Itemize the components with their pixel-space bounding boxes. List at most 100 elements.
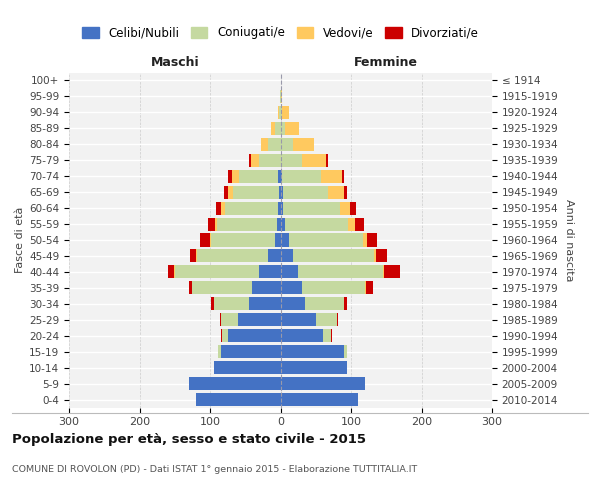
Bar xyxy=(293,138,314,151)
Bar xyxy=(283,186,328,198)
Bar xyxy=(383,266,384,278)
Bar xyxy=(249,298,281,310)
Bar xyxy=(208,218,215,230)
Bar xyxy=(239,170,278,182)
Bar xyxy=(227,329,281,342)
Bar xyxy=(328,186,344,198)
Bar xyxy=(200,234,210,246)
Bar xyxy=(367,234,377,246)
Bar xyxy=(271,122,275,135)
Bar xyxy=(281,250,293,262)
Bar xyxy=(189,377,281,390)
Bar xyxy=(281,266,298,278)
Bar xyxy=(277,218,281,230)
Bar xyxy=(281,282,302,294)
Bar xyxy=(190,250,196,262)
Bar xyxy=(305,298,344,310)
Bar xyxy=(344,345,347,358)
Bar xyxy=(224,186,227,198)
Bar xyxy=(323,329,331,342)
Bar xyxy=(331,329,332,342)
Bar xyxy=(221,329,222,342)
Bar xyxy=(342,170,344,182)
Bar xyxy=(278,170,281,182)
Bar xyxy=(281,377,365,390)
Bar xyxy=(289,234,363,246)
Bar xyxy=(281,154,302,167)
Bar xyxy=(281,329,323,342)
Bar xyxy=(220,313,221,326)
Bar xyxy=(366,282,373,294)
Bar xyxy=(227,186,233,198)
Bar xyxy=(232,170,239,182)
Bar xyxy=(229,170,232,182)
Bar xyxy=(278,202,281,214)
Bar xyxy=(376,250,387,262)
Bar xyxy=(225,202,278,214)
Bar xyxy=(281,218,285,230)
Bar xyxy=(298,266,383,278)
Bar xyxy=(259,154,281,167)
Bar xyxy=(174,266,175,278)
Bar xyxy=(218,345,221,358)
Bar xyxy=(250,154,251,167)
Bar xyxy=(281,170,282,182)
Bar xyxy=(281,122,285,135)
Bar xyxy=(211,298,214,310)
Bar xyxy=(221,345,281,358)
Bar xyxy=(281,393,358,406)
Bar xyxy=(193,282,253,294)
Bar xyxy=(285,218,348,230)
Bar xyxy=(197,250,268,262)
Bar xyxy=(211,234,275,246)
Bar xyxy=(215,218,217,230)
Bar xyxy=(283,202,340,214)
Bar xyxy=(302,154,326,167)
Bar xyxy=(214,298,249,310)
Bar xyxy=(281,90,282,103)
Bar xyxy=(293,250,374,262)
Bar xyxy=(189,282,193,294)
Legend: Celibi/Nubili, Coniugati/e, Vedovi/e, Divorziati/e: Celibi/Nubili, Coniugati/e, Vedovi/e, Di… xyxy=(82,26,479,40)
Bar xyxy=(275,234,281,246)
Bar xyxy=(350,202,356,214)
Bar xyxy=(175,266,259,278)
Bar xyxy=(278,106,279,119)
Bar xyxy=(261,138,268,151)
Bar xyxy=(281,202,283,214)
Bar xyxy=(279,186,281,198)
Y-axis label: Fasce di età: Fasce di età xyxy=(15,207,25,273)
Bar xyxy=(221,313,238,326)
Bar xyxy=(214,361,281,374)
Bar xyxy=(320,170,342,182)
Text: Popolazione per età, sesso e stato civile - 2015: Popolazione per età, sesso e stato civil… xyxy=(12,432,366,446)
Bar xyxy=(210,234,211,246)
Bar xyxy=(281,138,293,151)
Bar xyxy=(233,186,279,198)
Bar xyxy=(348,218,355,230)
Bar xyxy=(279,106,281,119)
Bar xyxy=(238,313,281,326)
Bar xyxy=(281,313,316,326)
Bar xyxy=(169,266,174,278)
Bar xyxy=(281,361,347,374)
Bar xyxy=(275,122,281,135)
Bar xyxy=(285,122,299,135)
Y-axis label: Anni di nascita: Anni di nascita xyxy=(564,198,574,281)
Bar xyxy=(363,234,367,246)
Bar xyxy=(217,218,277,230)
Bar xyxy=(281,345,344,358)
Bar xyxy=(215,202,221,214)
Text: Femmine: Femmine xyxy=(354,56,418,70)
Bar xyxy=(302,282,365,294)
Bar xyxy=(196,393,281,406)
Bar xyxy=(253,282,281,294)
Bar xyxy=(344,298,347,310)
Bar xyxy=(355,218,364,230)
Bar xyxy=(374,250,376,262)
Text: Maschi: Maschi xyxy=(151,56,199,70)
Bar xyxy=(268,138,281,151)
Bar xyxy=(280,90,281,103)
Bar xyxy=(282,170,320,182)
Bar xyxy=(251,154,259,167)
